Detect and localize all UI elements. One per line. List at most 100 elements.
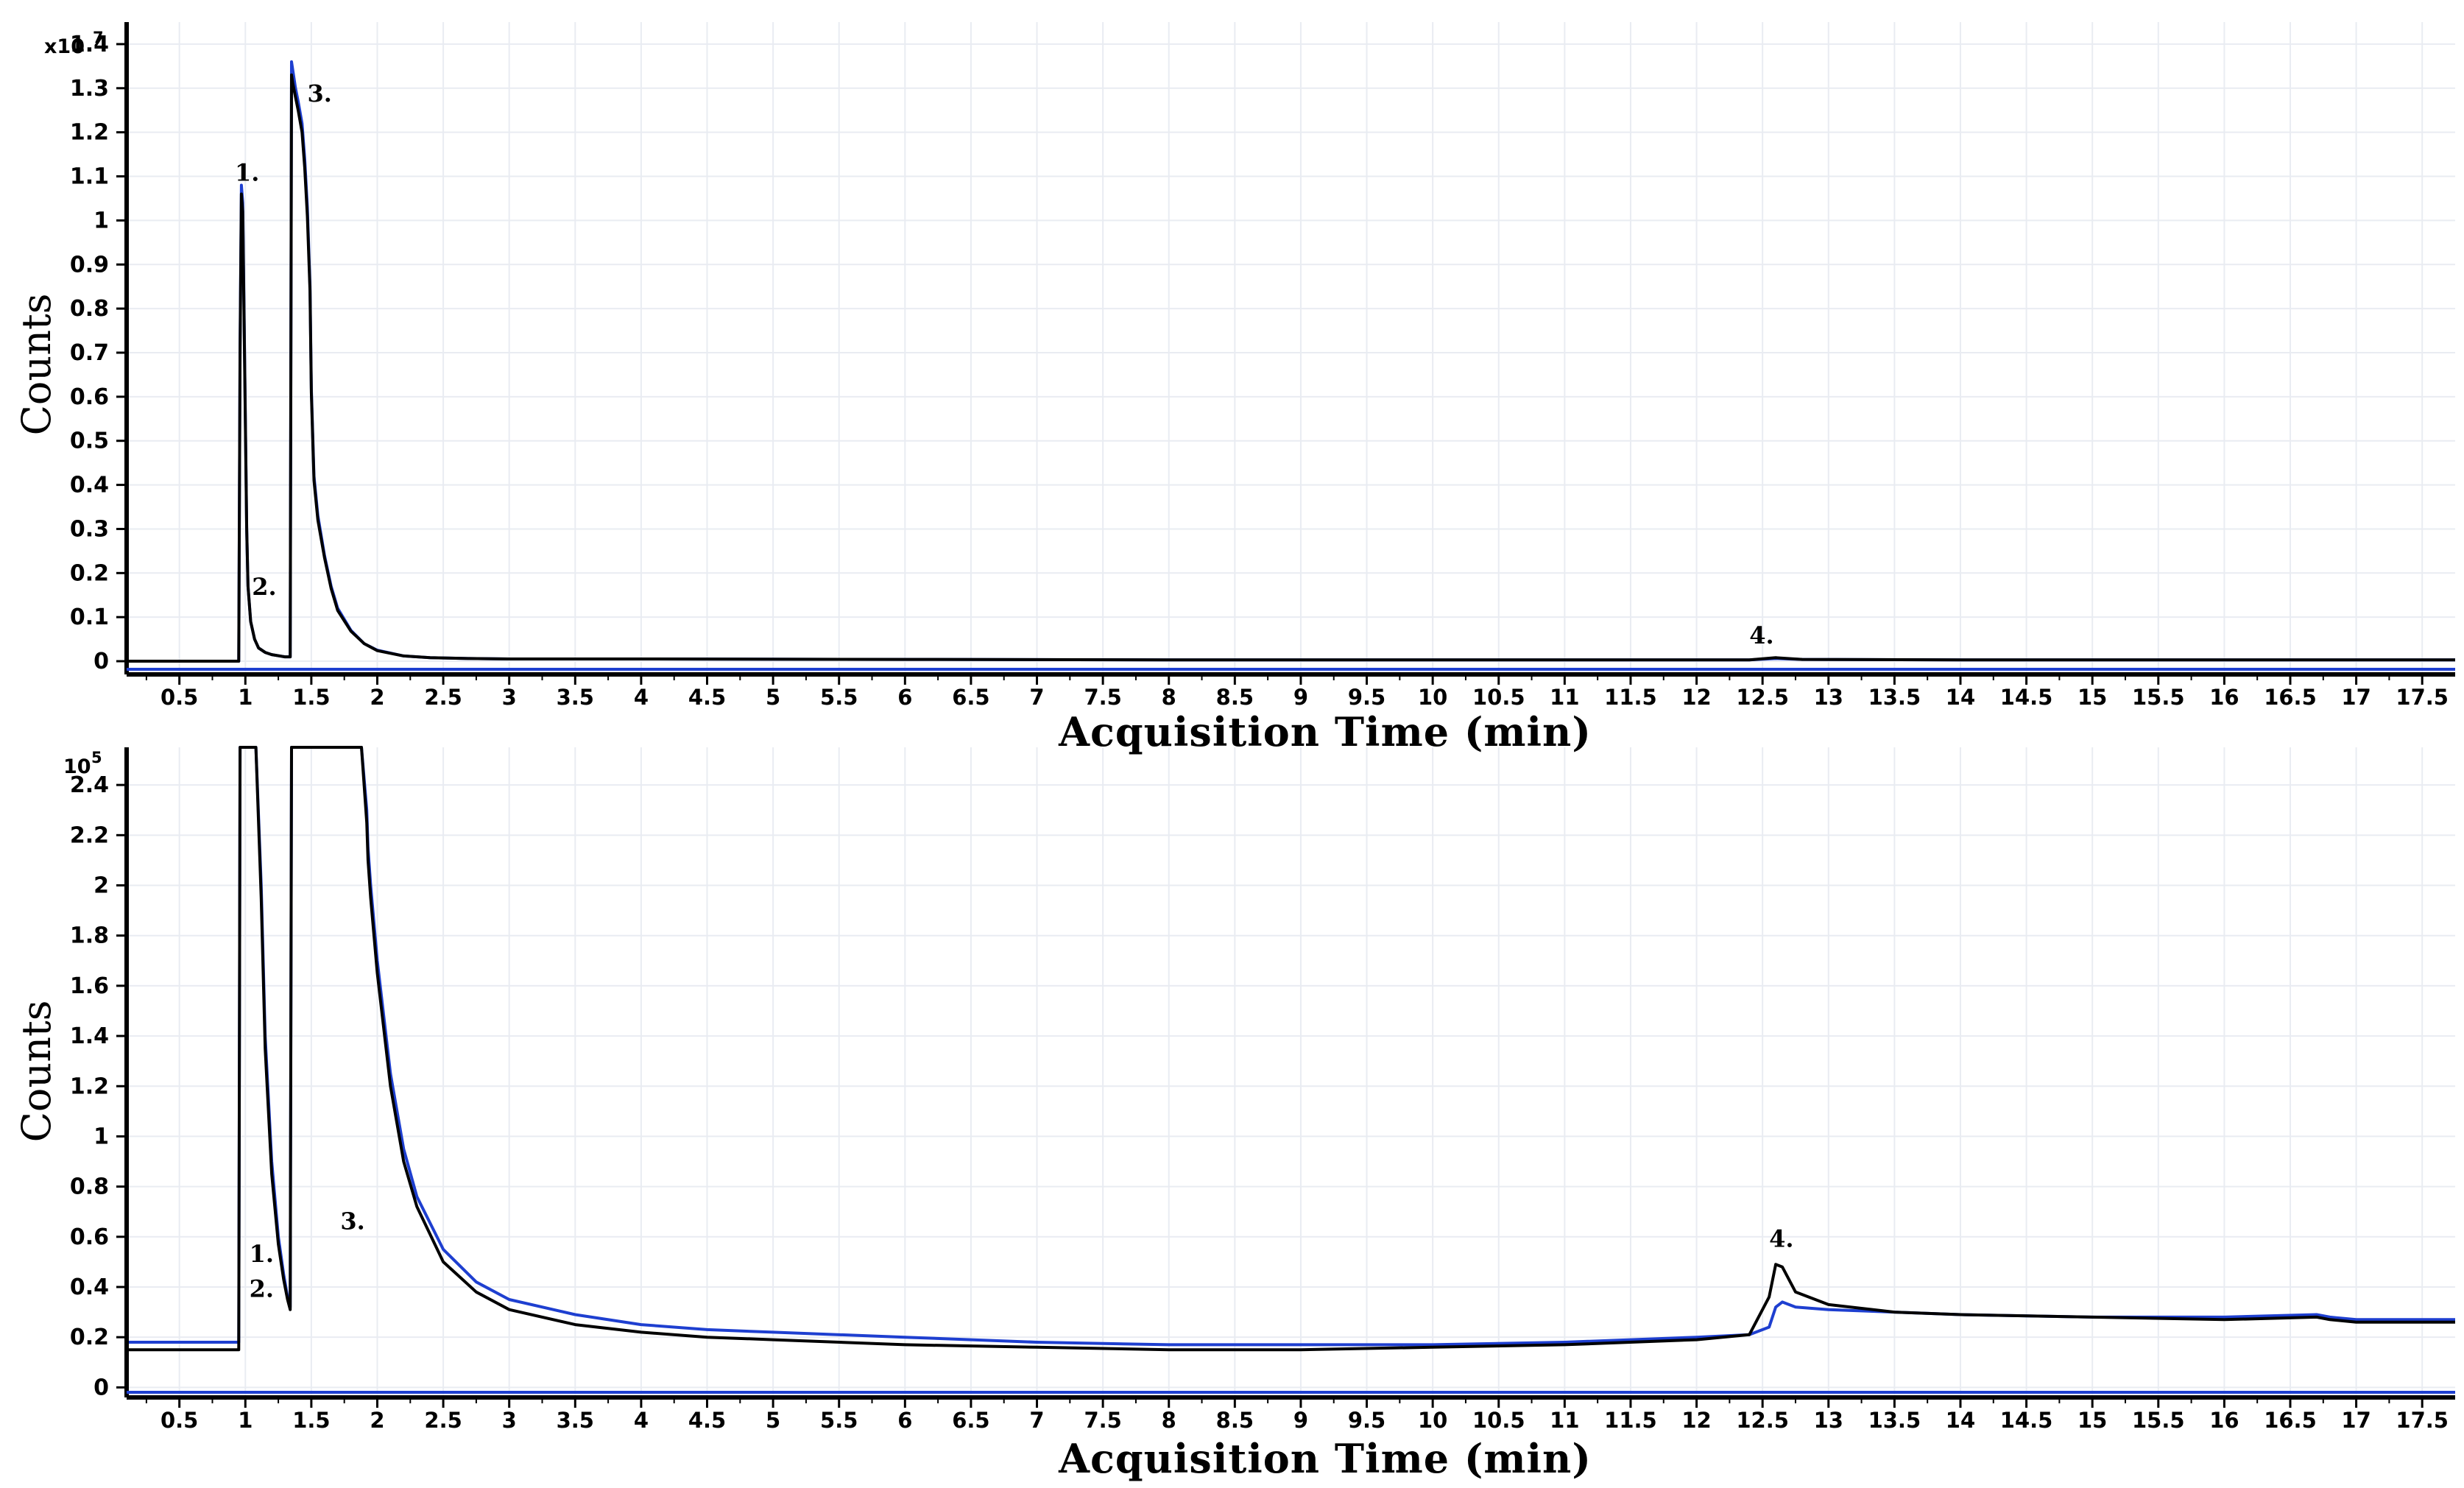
x-tick-label: 0.5 [160, 685, 198, 710]
x-tick-label: 10 [1418, 1408, 1447, 1433]
bottom-y-scale-exponent: 5 [91, 749, 102, 766]
x-tick-label: 16.5 [2264, 1408, 2317, 1433]
y-tick-label: 0.2 [70, 1325, 109, 1350]
y-tick-label: 1.6 [70, 973, 109, 999]
x-tick-label: 2.5 [424, 1408, 462, 1433]
x-tick-label: 6.5 [952, 685, 989, 710]
x-tick-label: 10 [1418, 685, 1447, 710]
x-tick-label: 6 [897, 1408, 912, 1433]
y-tick-label: 1.4 [70, 32, 109, 57]
x-tick-label: 6.5 [952, 1408, 989, 1433]
x-tick-label: 6 [897, 685, 912, 710]
bottom-y-scale-label: 10 [63, 755, 91, 778]
peak-label-2: 2. [250, 1275, 274, 1303]
x-tick-label: 14 [1946, 1408, 1975, 1433]
y-tick-label: 1.8 [70, 923, 109, 949]
x-tick-label: 9 [1293, 1408, 1308, 1433]
peak-label-2: 2. [252, 573, 276, 601]
x-tick-label: 11 [1550, 1408, 1579, 1433]
x-tick-label: 1.5 [292, 1408, 330, 1433]
bottom-grid [127, 747, 2455, 1397]
x-tick-label: 8 [1162, 685, 1176, 710]
y-tick-label: 0.6 [70, 1224, 109, 1250]
x-tick-label: 5.5 [820, 1408, 858, 1433]
x-tick-label: 3 [502, 685, 517, 710]
y-tick-label: 2 [93, 873, 109, 899]
y-tick-label: 1 [93, 1124, 109, 1149]
y-tick-label: 1.2 [70, 120, 109, 146]
x-tick-label: 12.5 [1736, 1408, 1789, 1433]
y-tick-label: 0.3 [70, 516, 109, 542]
x-tick-label: 5.5 [820, 685, 858, 710]
x-tick-label: 15.5 [2132, 1408, 2185, 1433]
x-tick-label: 4 [634, 1408, 649, 1433]
x-tick-label: 17.5 [2396, 1408, 2449, 1433]
x-tick-label: 7.5 [1084, 685, 1121, 710]
x-tick-label: 7 [1029, 1408, 1044, 1433]
x-tick-label: 13 [1814, 1408, 1843, 1433]
y-tick-label: 0.5 [70, 429, 109, 454]
peak-label-4: 4. [1769, 1224, 1793, 1252]
x-tick-label: 2.5 [424, 685, 462, 710]
top-x-axis-label: Acquisition Time (min) [1058, 708, 1592, 755]
x-tick-label: 8.5 [1216, 685, 1254, 710]
peak-label-3: 3. [340, 1207, 364, 1235]
top-peak-annotations: 1. 2. 3. 4. [235, 80, 1774, 649]
x-tick-label: 17 [2341, 1408, 2371, 1433]
x-tick-label: 12.5 [1736, 685, 1789, 710]
y-tick-label: 1 [93, 208, 109, 233]
bottom-series-group [127, 746, 2455, 1352]
x-tick-label: 10.5 [1472, 685, 1525, 710]
y-tick-label: 1.3 [70, 76, 109, 102]
x-tick-label: 3.5 [557, 685, 594, 710]
top-y-scale-exponent: 7 [93, 29, 104, 46]
x-tick-label: 7.5 [1084, 1408, 1121, 1433]
x-tick-label: 9.5 [1348, 1408, 1385, 1433]
top-chart-panel: 00.10.20.30.40.50.60.70.80.911.11.21.31.… [13, 22, 2455, 755]
x-tick-label: 8.5 [1216, 1408, 1254, 1433]
x-tick-label: 13.5 [1868, 685, 1921, 710]
y-tick-label: 0.2 [70, 560, 109, 586]
series-line-blue [127, 60, 2455, 663]
x-tick-label: 14.5 [2000, 1408, 2053, 1433]
x-tick-label: 16 [2209, 1408, 2239, 1433]
y-tick-label: 0.9 [70, 252, 109, 278]
top-y-axis-label: Counts [13, 294, 60, 436]
x-tick-label: 3.5 [557, 1408, 594, 1433]
bottom-peak-annotations: 1. 2. 3. 4. [250, 1207, 1794, 1303]
x-tick-label: 9.5 [1348, 685, 1385, 710]
x-tick-label: 10.5 [1472, 1408, 1525, 1433]
bottom-x-ticks: 0.5 1 1.5 2 2.5 3 3.5 4 4.5 5 5.5 6 6.5 7 7.5 8 8.5 9 9.5 1… [145, 1397, 2449, 1433]
x-tick-label: 1.5 [292, 685, 330, 710]
y-tick-label: 0.8 [70, 1174, 109, 1200]
peak-label-1: 1. [250, 1240, 274, 1268]
x-tick-label: 14 [1946, 685, 1975, 710]
y-tick-label: 0.7 [70, 340, 109, 366]
y-tick-label: 2.2 [70, 822, 109, 848]
x-tick-label: 3 [502, 1408, 517, 1433]
top-grid [127, 22, 2455, 674]
y-tick-label: 0.1 [70, 604, 109, 630]
top-x-ticks: 0.5 1 1.5 2 2.5 3 3.5 4 4.5 5 5.5 6 6.5 7 7.5 8 8.5 9 9.5 1… [145, 674, 2449, 710]
y-tick-label: 2.4 [70, 772, 109, 798]
x-tick-label: 1 [238, 685, 253, 710]
bottom-y-ticks: 0 0.2 0.4 0.6 0.8 1 1.2 1.4 1.6 1.8 2 2.2 2.4 [70, 772, 127, 1400]
y-tick-label: 0 [93, 1375, 109, 1400]
x-tick-label: 4.5 [688, 685, 726, 710]
x-tick-label: 16 [2209, 685, 2239, 710]
x-tick-label: 5 [766, 685, 780, 710]
x-tick-label: 8 [1162, 1408, 1176, 1433]
y-tick-label: 0 [93, 649, 109, 674]
y-tick-label: 1.1 [70, 164, 109, 190]
series-line-black [127, 73, 2455, 663]
x-tick-label: 16.5 [2264, 685, 2317, 710]
x-tick-label: 0.5 [160, 1408, 198, 1433]
x-tick-label: 1 [238, 1408, 253, 1433]
x-tick-label: 15.5 [2132, 685, 2185, 710]
x-tick-label: 15 [2078, 685, 2107, 710]
peak-label-4: 4. [1749, 621, 1773, 649]
bottom-chart-panel: 00.20.40.60.811.21.41.61.822.22.4 0.5 1 1.… [13, 746, 2455, 1482]
x-tick-label: 7 [1029, 685, 1044, 710]
bottom-x-axis-label: Acquisition Time (min) [1058, 1435, 1592, 1482]
